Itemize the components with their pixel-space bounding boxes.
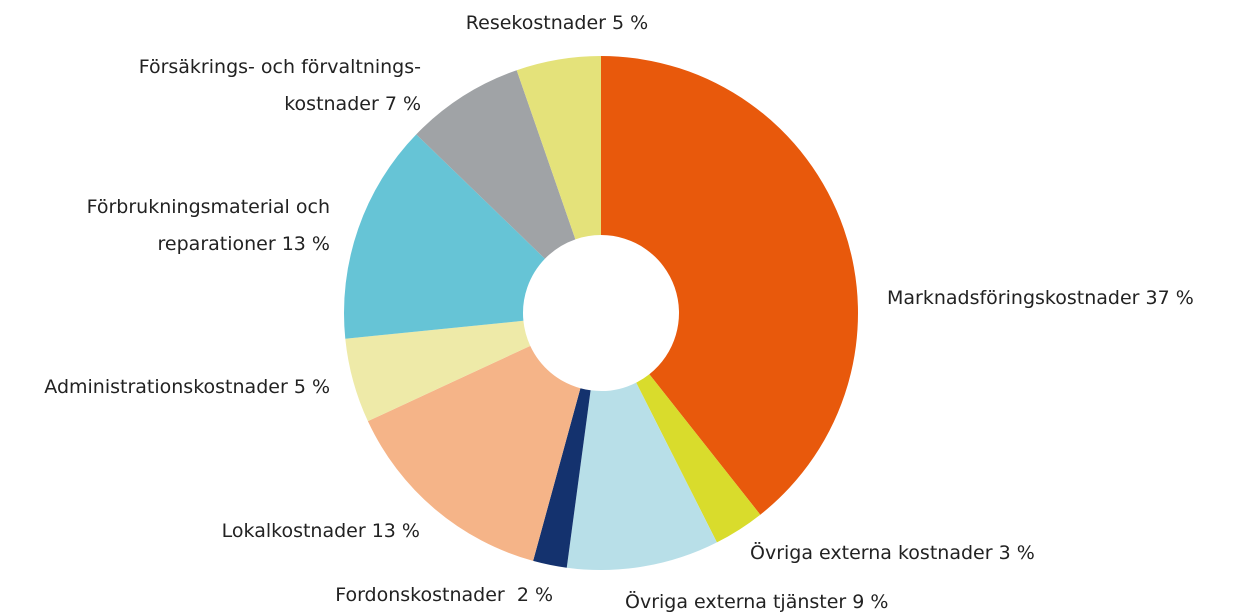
value-label: 5 % <box>294 376 330 398</box>
value-label: 5 % <box>612 12 648 34</box>
label-line: Fordonskostnader <box>335 584 511 606</box>
donut-slice <box>601 56 859 515</box>
slice-label: Administrationskostnader 5 % <box>44 376 330 398</box>
value-label: 7 % <box>385 93 421 115</box>
value-label: 13 % <box>372 520 420 542</box>
donut-slice <box>416 70 576 259</box>
slice-label: Övriga externa kostnader 3 % <box>750 541 1035 564</box>
label-line: Övriga externa kostnader <box>750 541 993 564</box>
slice-label: Försäkrings- och förvaltnings-kostnader … <box>139 56 421 115</box>
label-line: kostnader <box>284 93 379 115</box>
donut-slice <box>516 56 601 240</box>
value-label: 2 % <box>517 584 553 606</box>
donut-slice <box>344 134 545 339</box>
label-line: Resekostnader <box>466 12 606 34</box>
slice-label: Resekostnader 5 % <box>466 12 648 34</box>
slice-label: Marknadsföringskostnader 37 % <box>887 287 1194 309</box>
value-label: 37 % <box>1146 287 1194 309</box>
donut-slice <box>533 388 591 568</box>
value-label: 13 % <box>282 233 330 255</box>
slice-label: Övriga externa tjänster 9 % <box>625 590 888 613</box>
slice-label: Lokalkostnader 13 % <box>222 520 420 542</box>
label-line: reparationer <box>158 233 276 255</box>
value-label: 3 % <box>999 542 1035 564</box>
slice-label: Fordonskostnader 2 % <box>335 584 553 606</box>
value-label: 9 % <box>852 591 888 613</box>
donut-slice <box>636 374 761 543</box>
slice-label: Förbrukningsmaterial och reparationer 13 … <box>87 196 330 255</box>
label-line: Övriga externa tjänster <box>625 590 846 613</box>
label-line: Administrationskostnader <box>44 376 288 398</box>
label-line: Marknadsföringskostnader <box>887 287 1140 309</box>
label-line: Lokalkostnader <box>222 520 366 542</box>
label-line: Försäkrings- och förvaltnings- <box>139 56 421 78</box>
donut-slice <box>367 345 581 561</box>
label-line: Förbrukningsmaterial och <box>87 196 330 218</box>
donut-slice <box>566 382 717 570</box>
donut-slice <box>345 320 531 422</box>
